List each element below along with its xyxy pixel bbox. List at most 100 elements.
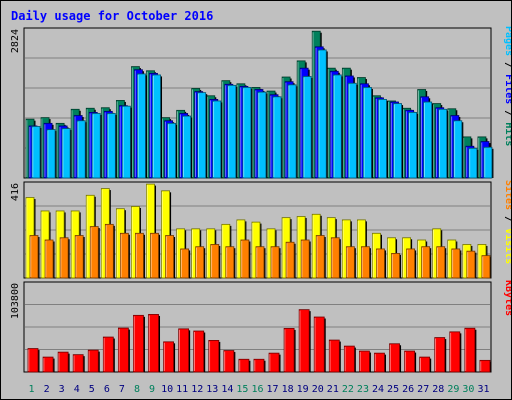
bar-body [283,328,295,373]
bar-pages-day-14 [227,84,238,179]
bar-kbytes-day-12 [193,330,206,373]
bar-body [421,246,431,279]
pages-files-hits-panel: 2824 Pages / Files / Hits [10,26,511,179]
bar-body [468,147,478,179]
x-tick-label: 21 [327,384,339,395]
bar-sites-day-6 [104,223,115,279]
bar-body [359,350,370,373]
visits-sites-y-max-label: 416 [10,183,21,201]
legend-entry: / [503,210,511,228]
x-tick-label: 15 [236,384,248,395]
x-tick-label: 17 [267,384,279,395]
x-tick-label: 10 [161,384,173,395]
bar-body [253,358,265,373]
bar-body [393,103,402,179]
legend-entry: / [503,104,511,122]
bar-pages-day-17 [272,96,283,179]
bar-body [193,330,205,373]
bar-kbytes-day-26 [404,350,417,373]
bar-sites-day-21 [330,237,341,279]
bar-sites-day-27 [421,246,432,279]
x-tick-label: 7 [119,384,125,395]
bar-body [268,352,280,373]
bar-pages-day-1 [31,126,42,179]
x-tick-label: 5 [89,384,95,395]
bar-body [389,343,400,373]
bar-body [285,241,295,279]
bar-kbytes-day-20 [313,316,326,373]
bar-sites-day-26 [406,248,417,279]
bar-sites-day-3 [59,237,70,279]
legend-entry: Visits [503,228,511,264]
x-tick-label: 2 [44,384,50,395]
chart-title: Daily usage for October 2016 [11,9,213,23]
visits-sites-panel: 416 Sites / Visits [10,180,511,279]
bar-body [451,248,461,279]
bar-body [313,316,325,373]
bar-pages-day-22 [347,82,358,179]
bar-body [117,327,129,373]
bar-kbytes-day-28 [434,337,447,373]
bar-pages-day-29 [453,120,464,179]
bar-sites-day-25 [391,253,402,279]
bar-body [72,354,84,373]
bar-sites-day-13 [210,244,221,279]
bar-sites-day-18 [285,241,296,279]
bar-body [227,84,237,179]
bar-body [102,336,114,373]
bar-sites-day-7 [119,232,130,279]
bar-pages-day-24 [378,98,388,179]
bar-body [242,87,252,179]
bar-body [31,126,41,179]
bar-body [238,358,250,373]
bar-body [121,105,131,179]
bar-body [119,232,129,279]
bar-body [137,73,146,179]
bar-kbytes-day-16 [253,358,266,373]
bar-body [91,113,101,179]
legend-entry: KBytes [503,280,511,316]
bar-body [182,115,192,179]
bar-body [345,246,355,279]
kbytes-y-max-label: 103800 [10,283,21,319]
bar-body [150,232,159,279]
bar-body [255,246,265,279]
x-tick-label: 23 [357,384,369,395]
bar-pages-day-18 [287,84,298,179]
bar-pages-day-12 [197,92,208,179]
bar-sites-day-12 [195,246,206,279]
bar-sites-day-14 [225,246,236,279]
bar-pages-day-30 [468,147,479,179]
bar-pages-day-16 [257,91,268,179]
bar-pages-day-7 [121,105,132,179]
legend-entry: Hits [503,122,511,146]
bar-sites-day-29 [451,248,462,279]
bar-body [89,226,99,279]
x-tick-label: 14 [221,384,233,395]
bar-kbytes-day-18 [283,328,296,373]
chart-panels: 2824 Pages / Files / Hits 416 Sites / Visit… [10,26,511,373]
bar-body [74,235,84,279]
bar-pages-day-31 [483,146,494,179]
bar-kbytes-day-19 [298,309,311,373]
bar-sites-day-17 [270,246,281,279]
bar-body [302,76,312,179]
x-tick-label: 28 [432,384,444,395]
bar-pages-day-19 [302,76,313,179]
bar-body [270,246,280,279]
bar-body [315,235,325,279]
bar-body [343,345,355,373]
bar-body [59,237,69,279]
legend-entry: / [503,56,511,74]
bar-body [165,235,174,279]
bar-kbytes-day-13 [208,340,221,373]
bar-pages-day-8 [137,73,147,179]
bar-kbytes-day-14 [223,350,236,373]
bar-body [180,248,190,279]
x-tick-label: 30 [462,384,474,395]
bar-sites-day-19 [300,239,311,279]
bar-body [363,87,372,179]
bar-body [44,239,54,279]
bar-body [195,246,205,279]
bar-body [347,82,357,179]
